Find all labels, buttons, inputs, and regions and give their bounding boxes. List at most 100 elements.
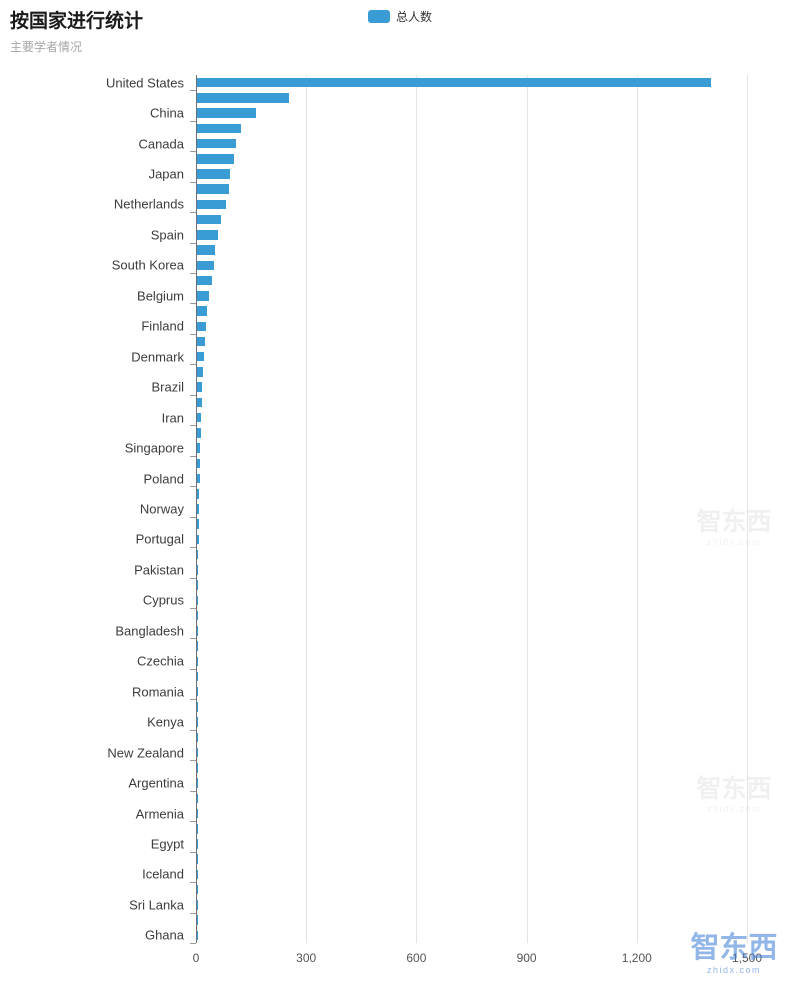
bar xyxy=(197,656,198,667)
y-axis-tick xyxy=(190,516,196,518)
bar xyxy=(197,123,242,134)
y-axis-category-label: Netherlands xyxy=(113,196,184,212)
bar xyxy=(197,626,199,636)
y-axis-category-label: China xyxy=(150,105,184,121)
y-axis-tick xyxy=(190,547,196,549)
y-axis-tick xyxy=(190,760,196,762)
y-axis-category-label: Poland xyxy=(143,471,184,487)
y-axis-tick xyxy=(190,272,196,274)
gridline xyxy=(306,75,308,943)
bar xyxy=(197,489,200,499)
y-axis-category-label: Finland xyxy=(141,318,184,334)
y-axis-category-label: Sri Lanka xyxy=(129,897,184,913)
bar xyxy=(197,763,198,773)
bar xyxy=(197,519,199,529)
bar xyxy=(197,915,198,925)
bar xyxy=(197,306,207,316)
legend-label: 总人数 xyxy=(395,10,433,24)
x-axis-tick-label: 0 xyxy=(192,951,200,965)
y-axis-tick xyxy=(190,882,196,884)
bar xyxy=(197,869,198,880)
y-axis-category-label: Bangladesh xyxy=(115,623,184,639)
y-axis-tick xyxy=(190,790,196,792)
bar xyxy=(197,534,199,545)
y-axis-tick xyxy=(190,364,196,366)
bar xyxy=(197,884,198,895)
bar xyxy=(197,367,203,377)
bar xyxy=(197,686,198,697)
bar xyxy=(197,824,198,834)
x-axis-tick-label: 600 xyxy=(406,951,427,965)
y-axis-tick xyxy=(190,821,196,823)
gridline xyxy=(747,75,748,943)
bar xyxy=(197,808,198,819)
y-axis-category-label: Armenia xyxy=(135,806,184,822)
y-axis-category-label: Ghana xyxy=(144,927,184,943)
y-axis-tick xyxy=(190,181,196,183)
y-axis-category-label: Denmark xyxy=(131,349,184,365)
bar xyxy=(197,717,198,727)
y-axis-category-label: Norway xyxy=(139,501,184,517)
y-axis-tick xyxy=(190,486,196,488)
bar xyxy=(197,549,199,560)
y-axis-category-label: Canada xyxy=(138,136,184,152)
bar xyxy=(197,77,712,88)
y-axis-tick xyxy=(190,607,196,609)
legend-swatch-icon xyxy=(367,10,390,23)
y-axis-tick xyxy=(190,151,196,153)
bar xyxy=(197,245,216,255)
y-axis-category-label: New Zealand xyxy=(107,745,184,761)
bar xyxy=(197,275,212,286)
y-axis-category-label: Kenya xyxy=(147,714,184,730)
y-axis-tick xyxy=(190,638,196,640)
y-axis-tick xyxy=(190,394,196,396)
legend-item[interactable]: 总人数 xyxy=(367,8,433,25)
bar xyxy=(197,199,226,210)
bar xyxy=(197,641,198,651)
bar xyxy=(197,230,218,240)
bar xyxy=(197,260,214,271)
y-axis-tick xyxy=(190,425,196,427)
x-axis-tick-label: 900 xyxy=(516,951,537,965)
y-axis-tick xyxy=(190,851,196,853)
y-axis-category-label: Czechia xyxy=(137,653,184,669)
y-axis-category-label: Portugal xyxy=(135,531,184,547)
bar xyxy=(197,595,199,606)
y-axis-category-label: Japan xyxy=(148,166,184,182)
y-axis-tick xyxy=(190,577,196,579)
plot-area: 0 300 600 900 1,200 1,500 United States China Ca… xyxy=(106,75,762,965)
bar xyxy=(197,291,210,301)
y-axis-tick xyxy=(190,303,196,305)
bar xyxy=(197,473,200,484)
y-axis-tick xyxy=(190,90,196,92)
y-axis-tick xyxy=(190,242,196,244)
y-axis-category-label: South Korea xyxy=(111,257,184,273)
y-axis-tick xyxy=(190,212,196,214)
bar xyxy=(197,428,201,438)
bar xyxy=(197,930,198,941)
bar xyxy=(197,702,198,712)
y-axis-category-label: Cyprus xyxy=(142,592,184,608)
bar xyxy=(197,169,231,179)
bar xyxy=(197,382,203,392)
y-axis-tick xyxy=(190,333,196,335)
y-axis-category-label: United States xyxy=(105,75,184,91)
bar xyxy=(197,732,198,743)
bar xyxy=(197,778,198,788)
bar xyxy=(197,351,204,362)
bar xyxy=(197,793,198,804)
y-axis-category-label: Singapore xyxy=(124,440,184,456)
bar xyxy=(197,154,234,164)
bar xyxy=(197,671,198,682)
bar xyxy=(197,108,256,118)
gridline xyxy=(636,75,638,943)
bar xyxy=(197,580,199,590)
y-axis-tick xyxy=(190,729,196,731)
y-axis-tick xyxy=(190,943,196,944)
y-axis-category-label: Spain xyxy=(150,227,184,243)
bar xyxy=(197,458,200,469)
y-axis-category-label: Argentina xyxy=(128,775,184,791)
bar xyxy=(197,93,289,103)
bar xyxy=(197,412,202,423)
bar xyxy=(197,610,199,621)
